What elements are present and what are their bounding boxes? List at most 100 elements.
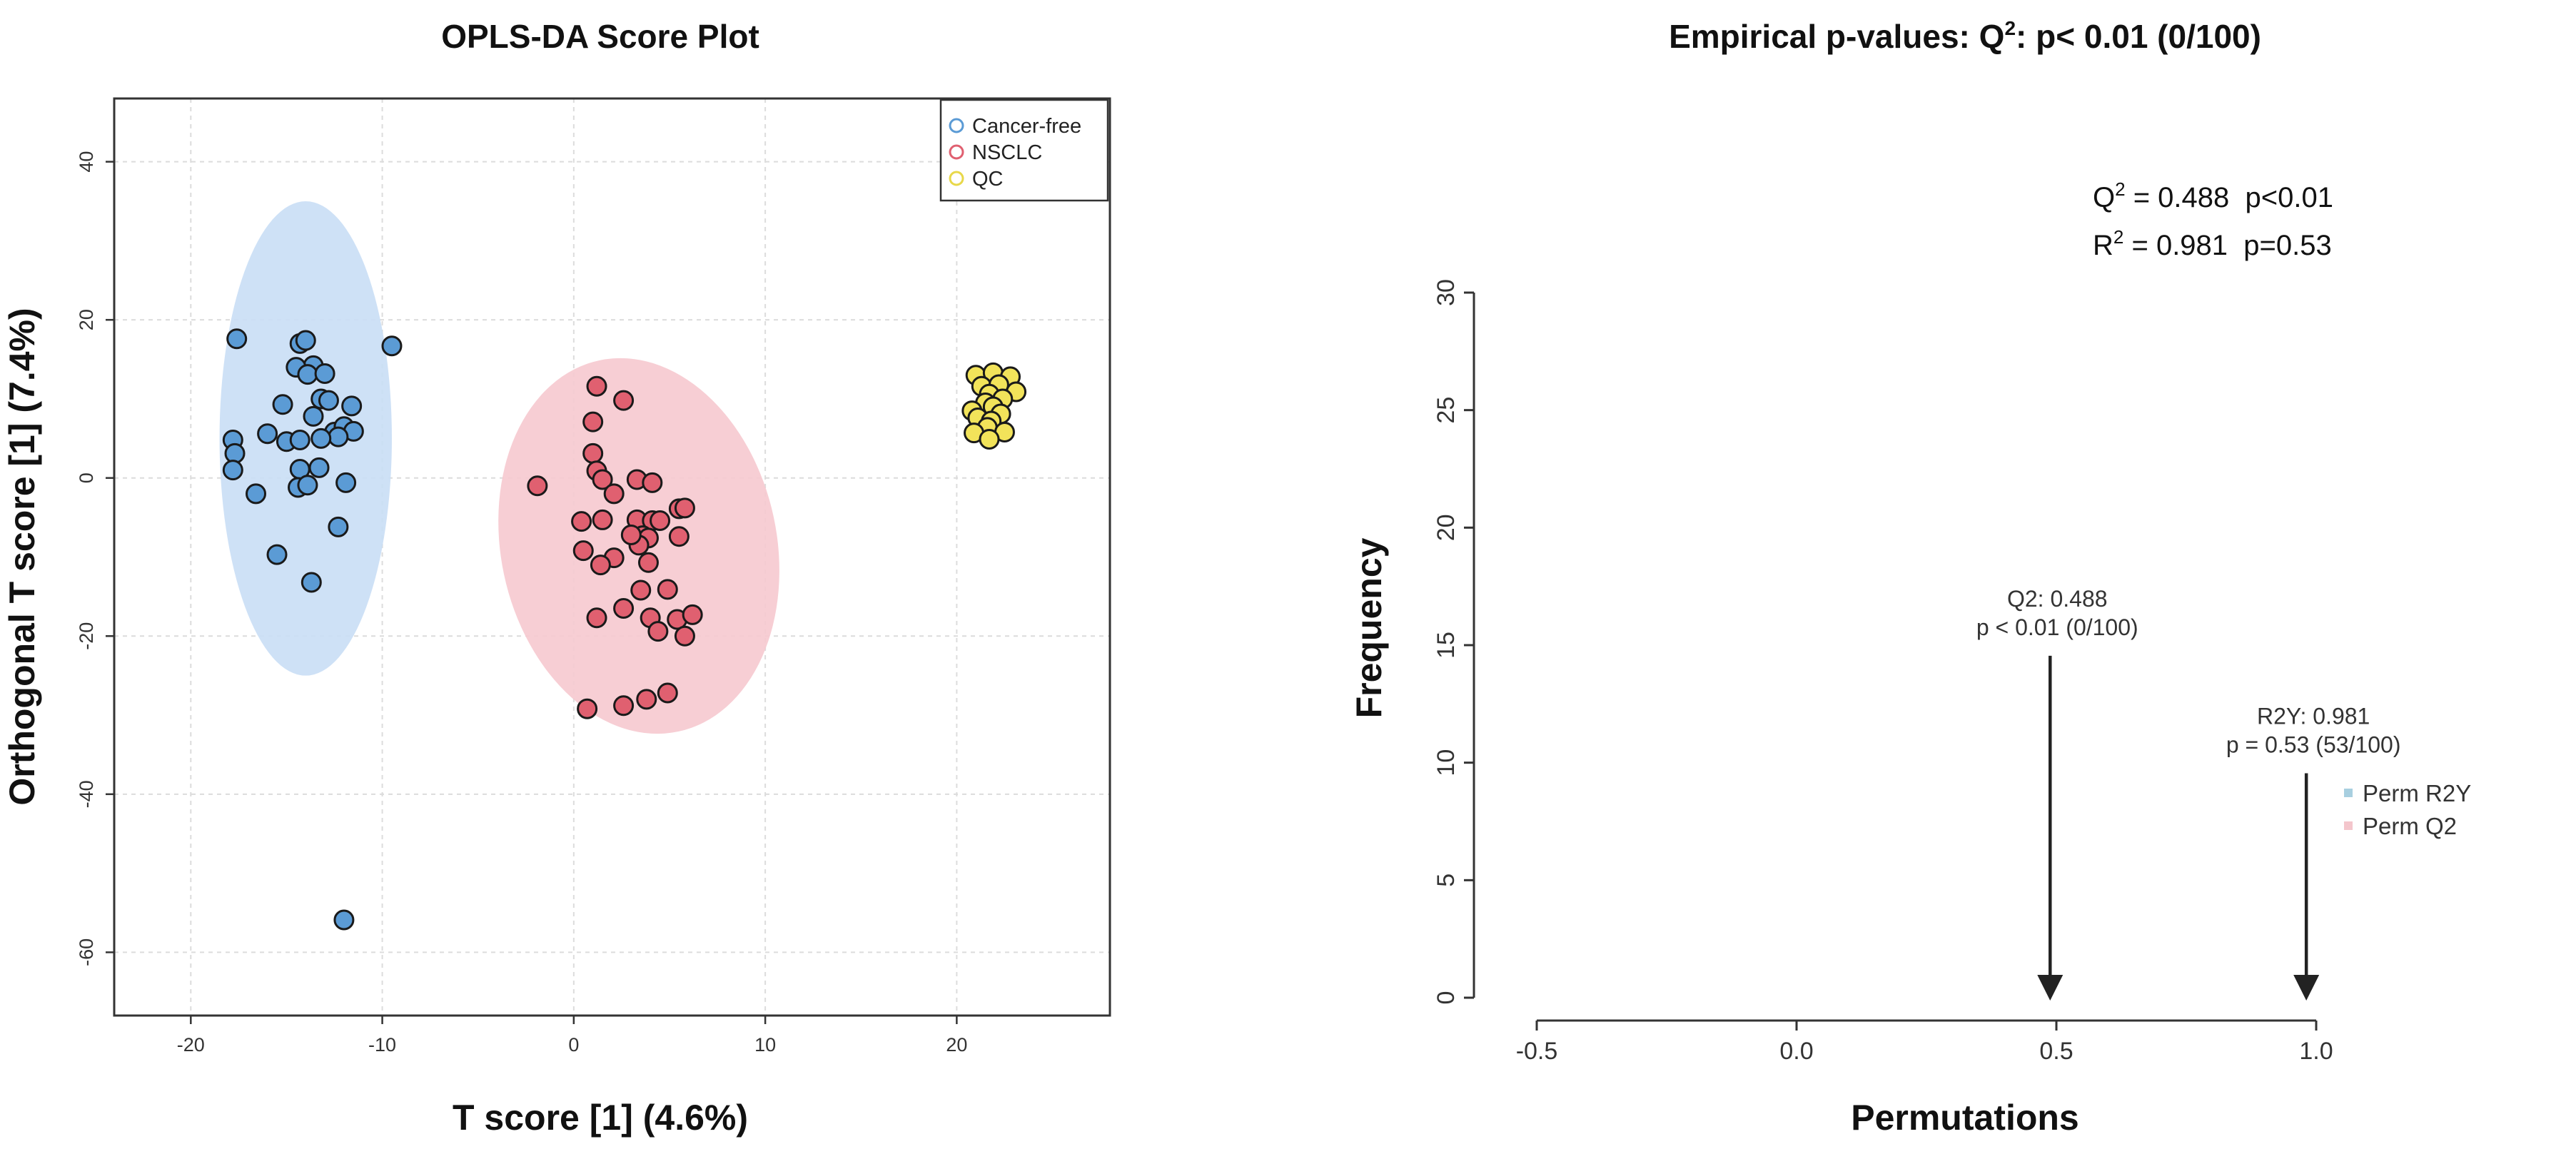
permutation-panel: Empirical p-values: Q2: p< 0.01 (0/100) … <box>1349 17 2471 1138</box>
y-tick-label: 0 <box>1433 991 1460 1005</box>
y-tick-label: 25 <box>1433 397 1460 424</box>
point-nsclc <box>674 625 695 647</box>
point-nsclc <box>590 555 611 576</box>
point-cancer-free <box>328 426 349 447</box>
point-nsclc <box>657 579 678 600</box>
permutation-legend: Perm R2Y Perm Q2 <box>2344 780 2471 839</box>
legend-label-perm-q2: Perm Q2 <box>2363 813 2457 839</box>
permutation-title-main: Empirical p-values: Q <box>1669 18 2004 55</box>
y-tick-label: 30 <box>1433 279 1460 306</box>
score-plot-panel: OPLS-DA Score Plot -20 -10 0 10 20 -60 -40 -20… <box>2 18 1111 1138</box>
point-cancer-free <box>328 516 349 537</box>
annotation-r2y-line2: p = 0.53 (53/100) <box>2226 732 2401 758</box>
point-nsclc <box>630 579 652 601</box>
point-nsclc <box>613 695 635 717</box>
y-tick-label: 20 <box>76 309 97 330</box>
x-tick-label: -10 <box>368 1034 396 1056</box>
x-tick-label: 20 <box>946 1034 967 1056</box>
point-cancer-free <box>289 430 310 451</box>
point-cancer-free <box>272 394 293 415</box>
point-cancer-free <box>381 335 403 357</box>
x-tick-label: -0.5 <box>1516 1038 1558 1065</box>
score-plot-x-axis-title: T score [1] (4.6%) <box>453 1098 748 1138</box>
x-tick-label: 0.5 <box>2039 1038 2073 1065</box>
permutation-y-axis-title: Frequency <box>1349 537 1389 718</box>
stat-q2: Q2 = 0.488 p<0.01 <box>2093 178 2333 213</box>
stat-q2-prefix: Q <box>2093 182 2115 213</box>
point-cancer-free <box>222 460 243 481</box>
y-tick-label: 40 <box>76 151 97 173</box>
x-tick-label: 10 <box>754 1034 776 1056</box>
point-cancer-free <box>295 330 316 351</box>
annotation-q2-line1: Q2: 0.488 <box>2007 586 2108 612</box>
y-tick-label: 10 <box>1433 749 1460 776</box>
point-nsclc <box>572 540 594 562</box>
point-qc <box>979 428 1000 450</box>
legend-label-nsclc: NSCLC <box>972 141 1042 164</box>
point-cancer-free <box>310 427 332 449</box>
point-nsclc <box>682 604 703 625</box>
x-tick-label: 0 <box>568 1034 579 1056</box>
permutation-title-suffix: : p< 0.01 (0/100) <box>2016 18 2261 55</box>
point-nsclc <box>620 524 642 545</box>
point-cancer-free <box>303 405 324 427</box>
stat-r2: R2 = 0.981 p=0.53 <box>2093 226 2332 261</box>
y-tick-label: -60 <box>76 938 97 966</box>
point-nsclc <box>603 483 625 505</box>
point-cancer-free <box>297 475 318 496</box>
x-tick-label: -20 <box>177 1034 205 1056</box>
legend-marker-qc <box>949 171 964 186</box>
point-nsclc <box>592 509 613 530</box>
permutation-title: Empirical p-values: Q2: p< 0.01 (0/100) <box>1669 17 2261 55</box>
point-cancer-free <box>341 395 363 417</box>
point-nsclc <box>582 442 604 464</box>
legend-label-perm-r2y: Perm R2Y <box>2363 780 2471 806</box>
legend-label-cancer-free: Cancer-free <box>972 115 1081 138</box>
score-plot-frame <box>113 97 1111 1017</box>
point-nsclc <box>647 621 669 642</box>
point-cancer-free <box>246 483 267 505</box>
annotation-r2y-line1: R2Y: 0.981 <box>2257 704 2370 729</box>
point-nsclc <box>586 375 607 397</box>
score-plot-legend: Cancer-free NSCLC QC <box>939 98 1109 202</box>
stat-q2-sup: 2 <box>2115 178 2125 200</box>
point-cancer-free <box>308 457 330 478</box>
y-tick-label: -40 <box>76 780 97 808</box>
point-cancer-free <box>297 364 318 385</box>
score-plot-x-ticks: -20 -10 0 10 20 <box>177 1016 967 1056</box>
x-tick-label: 1.0 <box>2299 1038 2333 1065</box>
point-cancer-free <box>333 909 355 931</box>
y-tick-label: 15 <box>1433 632 1460 659</box>
point-cancer-free <box>335 472 357 493</box>
permutation-x-axis-title: Permutations <box>1851 1098 2079 1138</box>
point-nsclc <box>582 411 604 432</box>
score-plot-legend-box <box>939 98 1109 202</box>
point-nsclc <box>592 469 613 490</box>
legend-marker-nsclc <box>949 144 964 160</box>
point-nsclc <box>657 682 678 704</box>
point-cancer-free <box>318 390 339 411</box>
score-plot-points <box>222 328 1027 931</box>
point-nsclc <box>650 510 671 532</box>
score-plot-y-axis-title: Orthogonal T score [1] (7.4%) <box>2 308 42 805</box>
point-nsclc <box>674 497 695 519</box>
point-cancer-free <box>266 544 288 565</box>
point-nsclc <box>637 552 659 573</box>
point-nsclc <box>613 598 635 619</box>
annotation-q2-line2: p < 0.01 (0/100) <box>1976 614 2138 640</box>
legend-marker-cancer-free <box>949 118 964 133</box>
point-nsclc <box>668 526 690 547</box>
point-cancer-free <box>314 363 335 384</box>
stat-r2-prefix: R <box>2093 230 2113 261</box>
score-plot-y-ticks: -60 -40 -20 0 20 40 <box>76 151 114 966</box>
legend-label-qc: QC <box>972 168 1004 191</box>
y-tick-label: -20 <box>76 622 97 650</box>
stat-r2-value: = 0.981 p=0.53 <box>2123 230 2331 261</box>
point-nsclc <box>636 689 657 710</box>
stat-r2-sup: 2 <box>2113 226 2123 248</box>
point-cancer-free <box>226 328 248 350</box>
point-cancer-free <box>300 572 322 593</box>
point-nsclc <box>577 698 598 719</box>
